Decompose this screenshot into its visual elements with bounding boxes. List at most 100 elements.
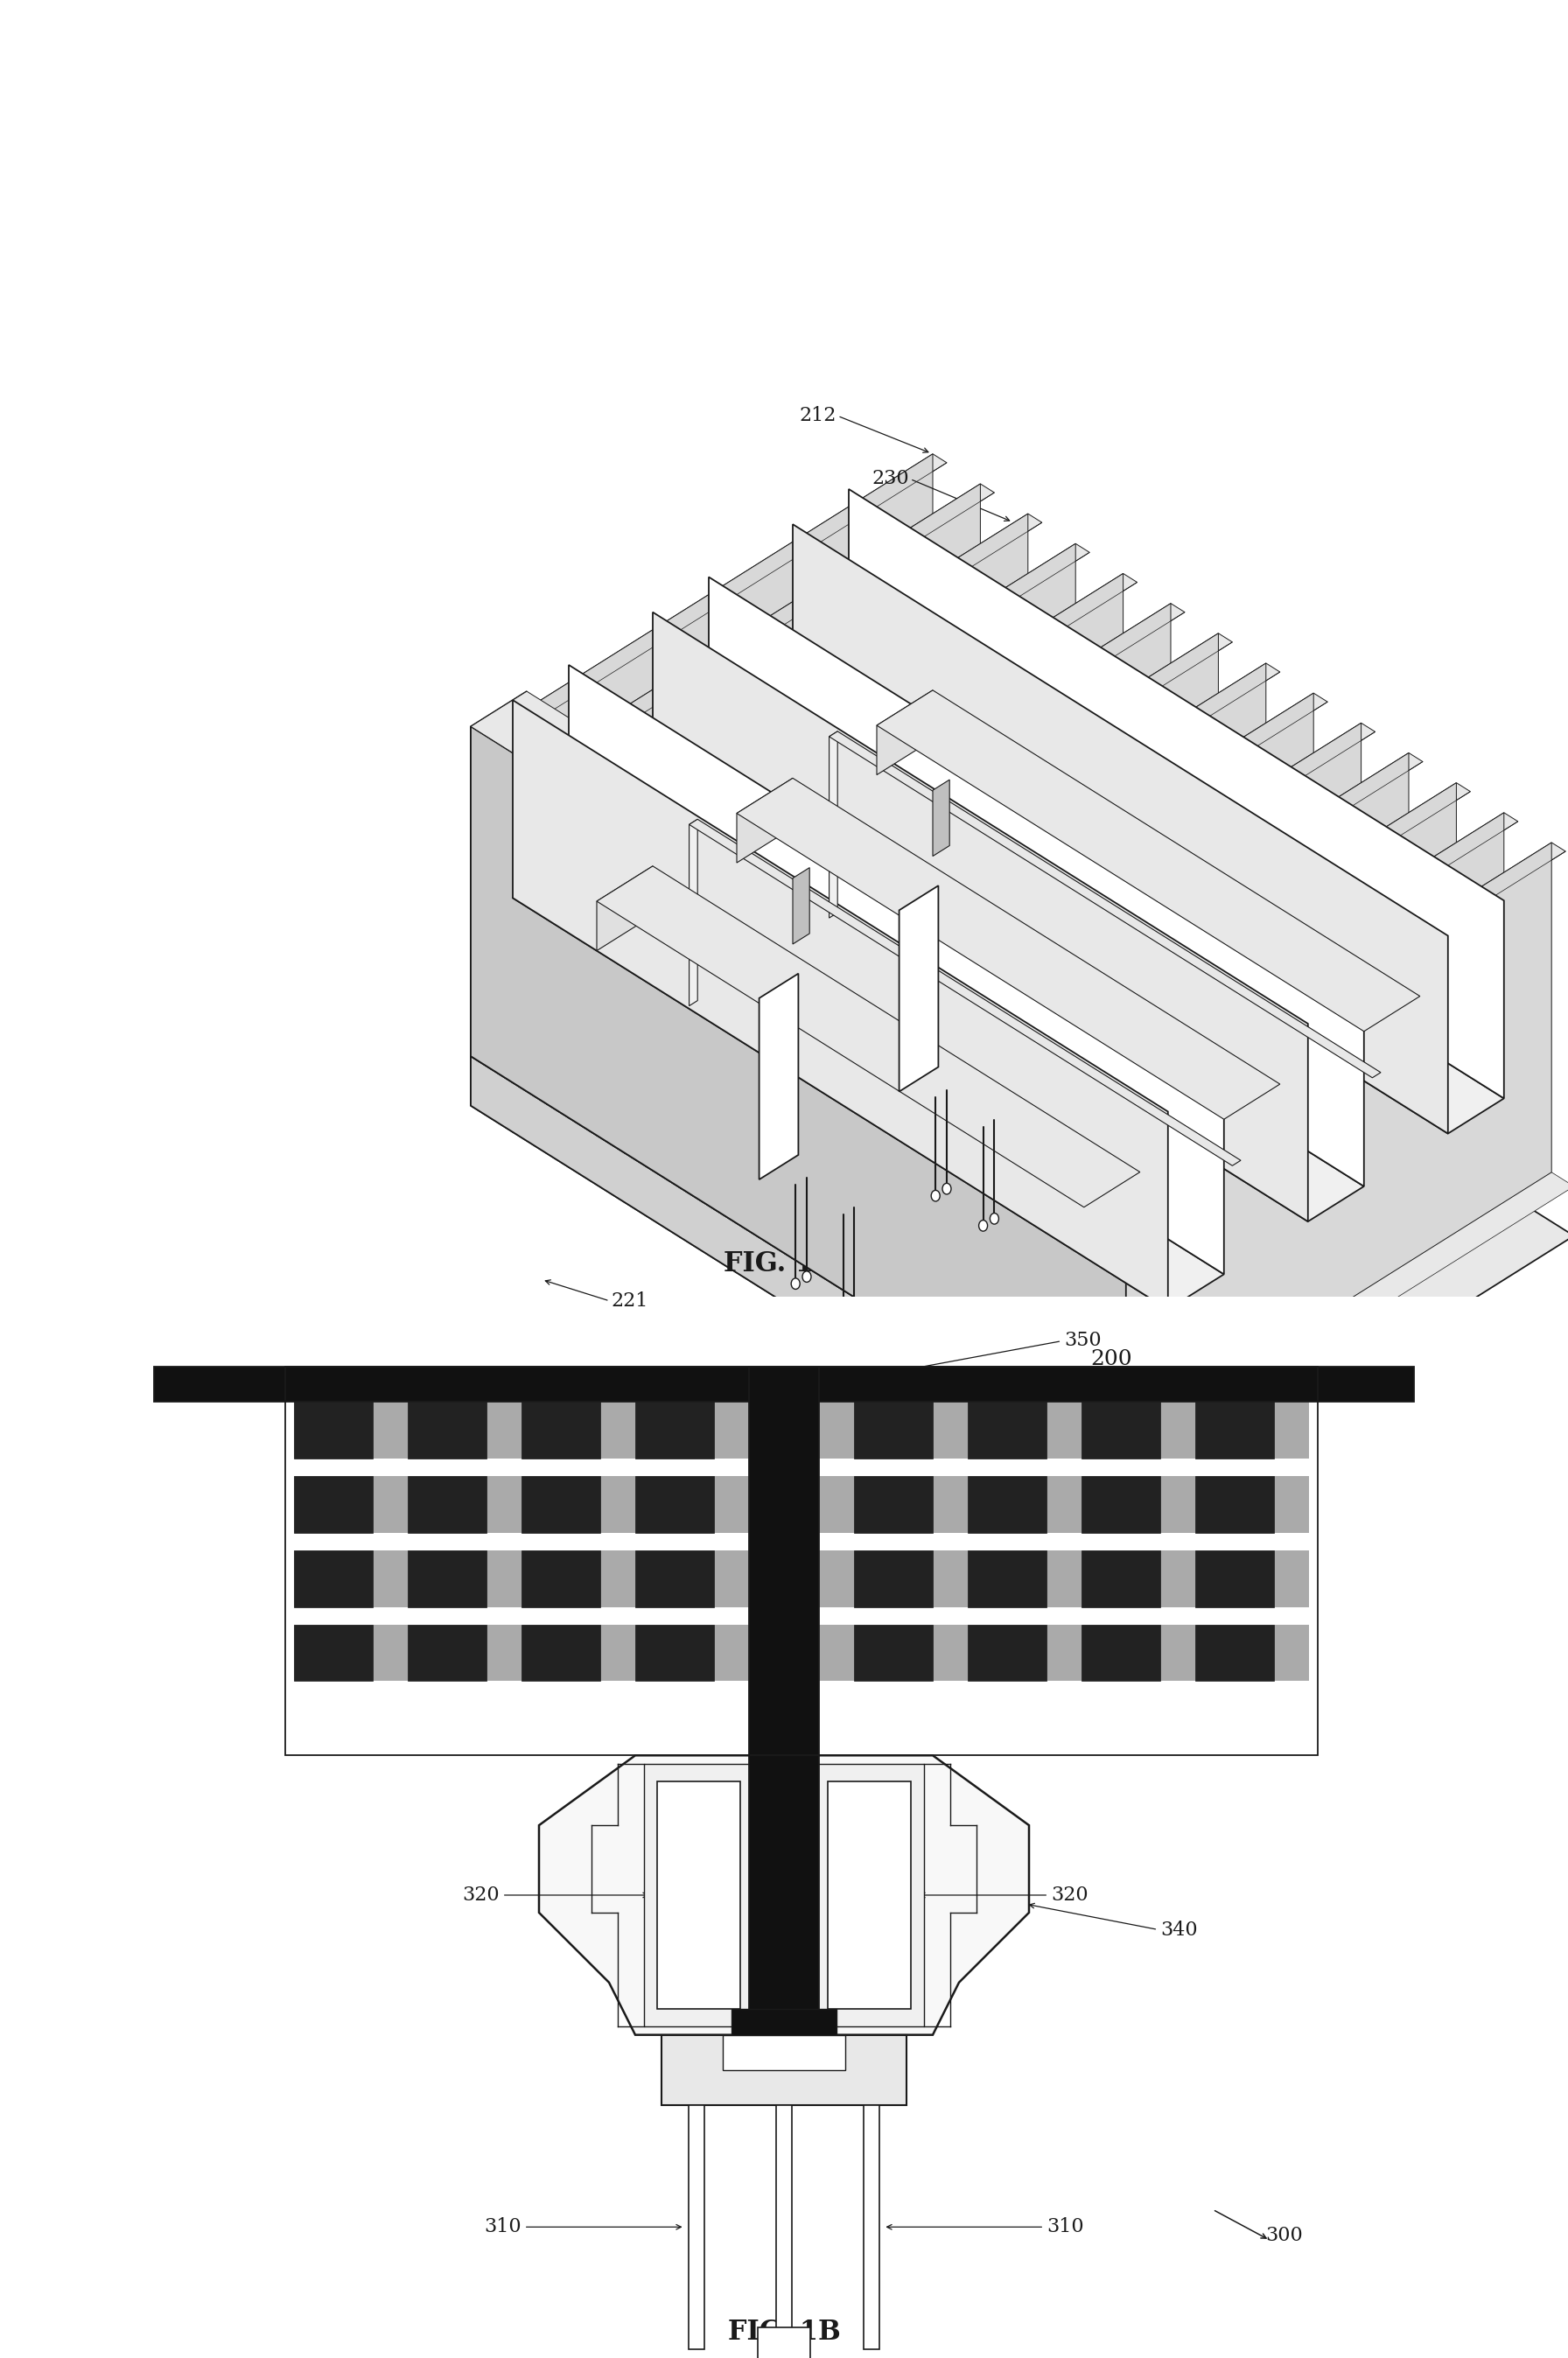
Bar <box>522 1549 601 1606</box>
Polygon shape <box>485 453 933 1066</box>
Polygon shape <box>961 752 1408 1363</box>
Polygon shape <box>898 887 938 1092</box>
Text: 221: 221 <box>870 1193 908 1212</box>
Text: 320: 320 <box>463 1886 500 1905</box>
Text: 350: 350 <box>1065 1330 1101 1351</box>
Bar <box>855 1476 933 1533</box>
Polygon shape <box>627 545 1076 1155</box>
Circle shape <box>803 1271 811 1283</box>
Circle shape <box>792 1278 800 1290</box>
Polygon shape <box>580 514 1043 804</box>
Bar <box>295 1476 373 1533</box>
Circle shape <box>931 1191 939 1200</box>
Bar <box>408 1549 486 1606</box>
Polygon shape <box>877 691 933 776</box>
Polygon shape <box>1055 814 1518 1104</box>
Text: 310: 310 <box>1046 2217 1083 2238</box>
Text: 340: 340 <box>1160 1919 1198 1941</box>
Bar <box>967 1625 1046 1681</box>
Text: 211: 211 <box>814 795 850 814</box>
Bar <box>855 1549 933 1606</box>
Polygon shape <box>1104 842 1552 1453</box>
Polygon shape <box>513 863 1225 1309</box>
Text: 235: 235 <box>859 896 897 915</box>
Polygon shape <box>1055 814 1504 1424</box>
Text: 210: 210 <box>800 615 836 634</box>
Text: 300: 300 <box>1265 2226 1303 2245</box>
Text: 212: 212 <box>800 406 836 424</box>
Text: FIG. 1A: FIG. 1A <box>723 1250 834 1278</box>
Circle shape <box>839 1309 848 1318</box>
Bar <box>644 1764 924 2026</box>
Bar <box>828 1783 911 2009</box>
Bar <box>154 1368 1414 1401</box>
Text: 220: 220 <box>790 1007 828 1026</box>
Bar <box>522 1401 601 1460</box>
Polygon shape <box>866 693 1328 983</box>
Bar <box>408 1625 486 1681</box>
Polygon shape <box>513 700 1168 1309</box>
Bar <box>776 2106 792 2349</box>
Bar <box>967 1476 1046 1533</box>
Bar <box>522 1625 601 1681</box>
Bar <box>750 1754 818 2035</box>
Polygon shape <box>848 488 1504 1099</box>
Polygon shape <box>1104 842 1565 1132</box>
Bar <box>295 1625 373 1681</box>
Polygon shape <box>829 731 1381 1078</box>
Bar <box>967 1401 1046 1460</box>
Circle shape <box>989 1212 999 1224</box>
Bar <box>855 1401 933 1460</box>
Polygon shape <box>470 726 1126 1467</box>
Bar <box>522 1476 601 1533</box>
Bar <box>295 1401 373 1460</box>
Polygon shape <box>759 974 798 1179</box>
Polygon shape <box>690 818 698 1007</box>
Bar <box>723 2035 845 2070</box>
Polygon shape <box>770 634 1218 1245</box>
Bar <box>408 1401 486 1460</box>
Bar <box>1082 1476 1160 1533</box>
Polygon shape <box>793 686 1504 1134</box>
Bar <box>818 1625 1309 1681</box>
Bar <box>1195 1625 1273 1681</box>
Polygon shape <box>793 523 1447 1134</box>
Bar <box>818 1549 1309 1606</box>
Polygon shape <box>933 780 950 856</box>
Polygon shape <box>597 865 1140 1207</box>
Bar <box>1195 1401 1273 1460</box>
Polygon shape <box>690 818 1240 1165</box>
Bar <box>757 2327 811 2358</box>
Polygon shape <box>539 1754 1029 2035</box>
Bar <box>662 2035 906 2106</box>
Polygon shape <box>470 691 1182 1139</box>
Polygon shape <box>470 776 919 1106</box>
Polygon shape <box>1008 783 1457 1394</box>
Bar <box>732 2009 836 2035</box>
Text: 310: 310 <box>485 2217 522 2238</box>
Bar <box>285 1368 1317 1754</box>
Bar <box>635 1625 713 1681</box>
Polygon shape <box>676 573 1123 1184</box>
Bar <box>1082 1401 1160 1460</box>
Polygon shape <box>866 693 1314 1304</box>
Text: 221: 221 <box>930 1210 967 1229</box>
Polygon shape <box>569 665 1225 1273</box>
Polygon shape <box>470 1021 1182 1467</box>
Polygon shape <box>470 825 1568 1516</box>
Bar <box>408 1476 486 1533</box>
Bar <box>657 1783 740 2009</box>
Polygon shape <box>470 1056 1126 1516</box>
Polygon shape <box>793 868 809 943</box>
Text: 320: 320 <box>1051 1886 1088 1905</box>
Polygon shape <box>470 776 1568 1467</box>
Text: FIG. 1B: FIG. 1B <box>728 2318 840 2346</box>
Polygon shape <box>829 731 837 917</box>
Bar <box>1195 1549 1273 1606</box>
Polygon shape <box>723 604 1185 894</box>
Polygon shape <box>818 663 1279 953</box>
Bar <box>750 1368 818 1754</box>
Circle shape <box>850 1302 859 1311</box>
Bar <box>295 1476 750 1533</box>
Polygon shape <box>1008 783 1471 1073</box>
